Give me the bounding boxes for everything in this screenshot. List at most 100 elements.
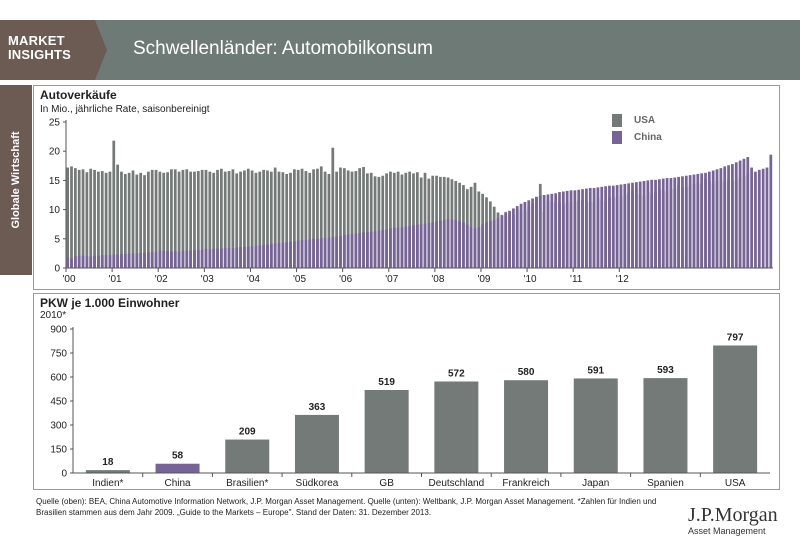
category-label: USA xyxy=(725,478,746,489)
china-bar xyxy=(139,252,143,268)
china-bar xyxy=(661,178,665,268)
china-bar xyxy=(757,169,761,268)
china-bar xyxy=(558,192,561,268)
usa-bar xyxy=(277,171,281,268)
china-bar xyxy=(581,189,584,268)
china-bar xyxy=(515,206,519,268)
usa-bar xyxy=(181,169,185,268)
category-label: Indien* xyxy=(92,478,123,489)
x-tick-label: '03 xyxy=(201,274,214,285)
china-bar xyxy=(481,224,485,268)
section-label: Globale Wirtschaft xyxy=(10,131,22,229)
usa-bar xyxy=(327,173,331,268)
usa-bar xyxy=(185,169,189,268)
china-bar xyxy=(273,243,277,268)
x-tick-label: '05 xyxy=(293,274,306,285)
cars-per-capita-chart: 0 150 300 450 600 750 900 18 Indien* 58 China 209 Br… xyxy=(50,325,770,489)
china-bar xyxy=(300,239,304,268)
bar-value-label: 572 xyxy=(448,368,465,379)
usa-bar xyxy=(300,168,304,268)
china-bar xyxy=(170,251,173,268)
usa-bar xyxy=(258,171,262,268)
x-tick-label: '07 xyxy=(385,274,398,285)
china-bar xyxy=(619,184,623,268)
china-bar xyxy=(85,256,89,268)
bar-s-dkorea xyxy=(294,414,339,473)
category-label: Japan xyxy=(582,478,609,489)
bar-value-label: 209 xyxy=(239,427,256,438)
y-tick-label: 0 xyxy=(61,469,67,480)
china-bar xyxy=(707,171,711,268)
china-bar xyxy=(97,255,100,268)
usa-bar xyxy=(366,173,369,268)
china-bar xyxy=(573,190,577,268)
usa-bar xyxy=(293,169,296,268)
china-bar xyxy=(642,180,646,268)
category-label: Deutschland xyxy=(429,478,485,489)
bar-usa xyxy=(713,345,758,473)
china-bar xyxy=(631,182,634,268)
china-bar xyxy=(527,200,531,268)
market-insights-logo: MARKET INSIGHTS xyxy=(0,20,107,80)
header-bar: MARKET INSIGHTS Schwellenländer: Automob… xyxy=(0,20,800,80)
china-bar xyxy=(216,248,219,268)
china-bar xyxy=(569,190,573,268)
usa-bar xyxy=(419,177,423,268)
usa-bar xyxy=(193,171,196,268)
usa-bar xyxy=(85,172,89,268)
usa-bar xyxy=(150,169,154,268)
china-bar xyxy=(116,254,119,268)
usa-bar xyxy=(231,169,235,268)
china-bar xyxy=(223,248,227,268)
usa-bar xyxy=(116,164,119,268)
usa-bar xyxy=(212,172,216,268)
china-bar xyxy=(362,232,365,268)
china-bar xyxy=(66,256,70,268)
usa-bar xyxy=(93,169,96,268)
china-bar xyxy=(304,239,308,268)
usa-bar xyxy=(389,171,392,268)
china-bar xyxy=(412,225,415,268)
x-tick-label: '06 xyxy=(339,274,352,285)
category-label: Brasilien* xyxy=(226,478,268,489)
y-tick-label: 750 xyxy=(50,349,67,360)
china-bar xyxy=(477,227,481,268)
china-bar xyxy=(154,251,158,268)
cars-per-capita-subtitle: 2010* xyxy=(40,310,67,321)
usa-bar xyxy=(170,169,173,268)
y-tick-label: 15 xyxy=(49,176,61,187)
china-bar xyxy=(538,195,542,268)
china-bar xyxy=(70,258,73,268)
bar-spanien xyxy=(643,378,688,473)
usa-bar xyxy=(108,171,112,268)
usa-bar xyxy=(285,173,289,268)
china-bar xyxy=(669,178,673,268)
china-bar xyxy=(488,221,492,268)
china-bar xyxy=(335,236,339,268)
china-bar xyxy=(150,252,154,268)
section-sidebar: Globale Wirtschaft xyxy=(0,85,32,275)
x-tick-label: '11 xyxy=(570,274,583,285)
china-bar xyxy=(185,250,189,268)
china-bar xyxy=(162,251,166,268)
usa-bar xyxy=(97,171,100,268)
usa-bar xyxy=(66,167,70,268)
china-bar xyxy=(208,249,212,268)
legend-label-china: China xyxy=(634,132,662,143)
legend-item-usa: USA xyxy=(612,112,662,129)
china-bar xyxy=(600,186,604,268)
usa-bar xyxy=(354,171,358,268)
china-bar xyxy=(77,255,81,268)
china-bar xyxy=(331,237,335,268)
china-bar xyxy=(765,167,769,268)
jpmorgan-sub: Asset Management xyxy=(688,526,766,536)
china-bar xyxy=(535,196,538,268)
china-bar xyxy=(212,248,216,268)
usa-bar xyxy=(196,171,200,268)
usa-bar xyxy=(335,171,339,268)
usa-bar xyxy=(123,173,127,268)
x-tick-label: '01 xyxy=(109,274,122,285)
usa-bar xyxy=(404,172,408,268)
china-bar xyxy=(419,224,423,268)
usa-bar xyxy=(385,173,388,268)
